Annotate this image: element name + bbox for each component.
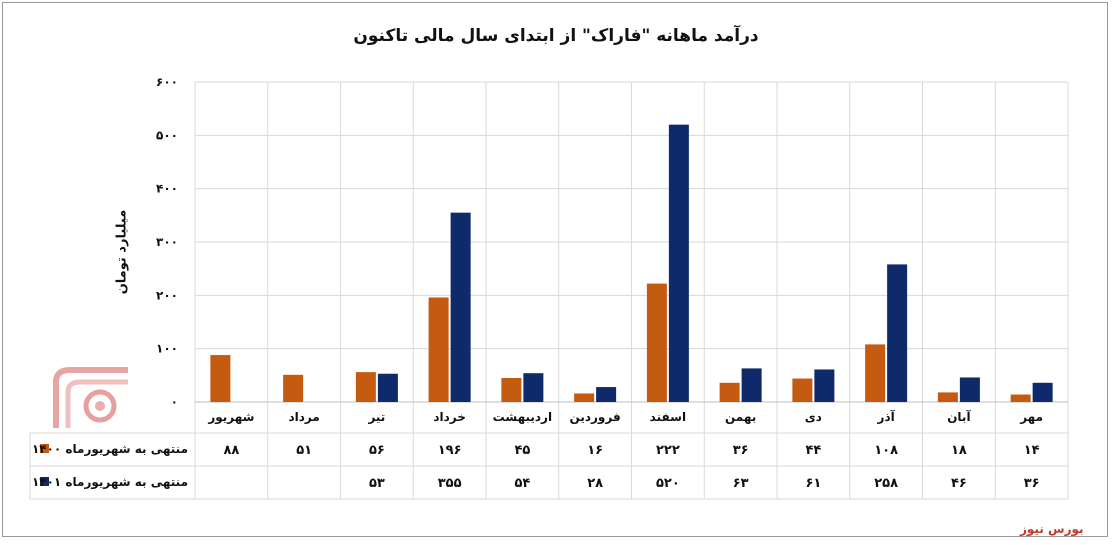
bar-1-7 bbox=[646, 283, 667, 402]
x-tick-label: خرداد bbox=[433, 410, 466, 424]
table-value: ۱۴ bbox=[1024, 443, 1040, 458]
x-tick-label: مرداد bbox=[288, 410, 319, 424]
source-label: بورس نیوز bbox=[1020, 522, 1084, 536]
table-value: ۲۲۲ bbox=[656, 443, 680, 458]
bar-1-5 bbox=[501, 378, 522, 402]
legend-swatch-1 bbox=[40, 444, 49, 453]
bar-2-3 bbox=[377, 373, 398, 402]
bar-2-8 bbox=[741, 368, 762, 402]
bar-2-10 bbox=[887, 264, 908, 402]
y-tick-label: ۰ bbox=[171, 395, 178, 409]
y-tick-label: ۱۰۰ bbox=[156, 342, 178, 356]
bar-2-6 bbox=[596, 387, 617, 402]
bar-1-4 bbox=[428, 297, 449, 402]
table-value: ۱۹۶ bbox=[438, 443, 462, 458]
x-tick-label: آبان bbox=[947, 409, 971, 424]
bar-1-11 bbox=[937, 392, 958, 402]
table-value: ۲۵۸ bbox=[874, 476, 898, 491]
x-tick-label: اسفند bbox=[650, 410, 686, 424]
bar-2-7 bbox=[668, 124, 689, 403]
y-tick-label: ۲۰۰ bbox=[156, 288, 178, 302]
table-value: ۴۵ bbox=[514, 443, 530, 458]
bar-2-9 bbox=[814, 369, 835, 402]
x-tick-label: اردیبهشت bbox=[493, 410, 552, 424]
table-value: ۳۵۵ bbox=[438, 476, 462, 491]
table-value: ۴۴ bbox=[805, 443, 821, 458]
bar-1-6 bbox=[574, 393, 595, 402]
x-tick-label: دی bbox=[805, 410, 822, 424]
bar-1-10 bbox=[865, 344, 886, 402]
chart-title: درآمد ماهانه "فاراک" از ابتدای سال مالی … bbox=[353, 26, 759, 46]
bar-2-5 bbox=[523, 373, 544, 402]
table-value: ۵۴ bbox=[514, 476, 530, 491]
bar-1-12 bbox=[1010, 394, 1031, 402]
bar-1-2 bbox=[283, 374, 304, 402]
table-value: ۵۳ bbox=[369, 476, 385, 491]
x-tick-label: آذر bbox=[877, 409, 896, 424]
chart-frame bbox=[2, 2, 1108, 537]
grid-layer bbox=[194, 81, 1069, 499]
table-value: ۶۱ bbox=[805, 476, 821, 491]
table-value: ۵۱ bbox=[296, 443, 312, 458]
legend-label-2: منتهی به شهریورماه ۱۴۰۱ bbox=[32, 475, 188, 490]
legend-swatch-2 bbox=[40, 477, 49, 486]
y-tick-label: ۶۰۰ bbox=[156, 75, 178, 89]
bar-2-4 bbox=[450, 212, 471, 402]
bar-1-8 bbox=[719, 382, 740, 402]
x-tick-label: فروردین bbox=[570, 410, 621, 425]
table-value: ۳۶ bbox=[733, 443, 749, 458]
table-value: ۵۲۰ bbox=[656, 476, 680, 491]
bar-1-9 bbox=[792, 378, 813, 402]
table-value: ۱۰۸ bbox=[874, 443, 898, 458]
x-tick-label: مهر bbox=[1019, 410, 1043, 424]
bar-2-11 bbox=[959, 377, 980, 402]
x-tick-label: شهریور bbox=[207, 410, 254, 425]
table-value: ۳۶ bbox=[1024, 476, 1040, 491]
legend-label-1: منتهی به شهریورماه ۱۴۰۰ bbox=[32, 442, 188, 457]
y-tick-label: ۳۰۰ bbox=[156, 235, 178, 249]
logo-graphic bbox=[53, 367, 128, 428]
x-tick-label: بهمن bbox=[725, 410, 756, 424]
bar-1-1 bbox=[210, 355, 231, 402]
y-tick-label: ۴۰۰ bbox=[156, 182, 178, 196]
bar-2-12 bbox=[1032, 382, 1053, 402]
table-value: ۴۶ bbox=[951, 476, 967, 491]
y-tick-label: ۵۰۰ bbox=[156, 128, 178, 142]
bar-1-3 bbox=[355, 372, 376, 402]
tick-layer: ۰ ۱۰۰ ۲۰۰ ۳۰۰ ۴۰۰ ۵۰۰ ۶۰۰ شهریور مرداد تیر خرداد ار… bbox=[156, 75, 1043, 425]
data-table: ۸۸ ۵۱ ۵۶ ۱۹۶ ۴۵ ۱۶ ۲۲۲ ۳۶ ۴۴ ۱۰۸ ۱۸ ۱۴ منتهی به شهری… bbox=[29, 432, 1068, 500]
table-value: ۶۳ bbox=[733, 476, 749, 491]
table-value: ۸۸ bbox=[223, 443, 239, 458]
x-tick-label: تیر bbox=[367, 410, 385, 424]
table-value: ۱۶ bbox=[587, 443, 603, 458]
table-value: ۵۶ bbox=[369, 443, 385, 458]
table-value: ۲۸ bbox=[587, 476, 603, 491]
bar-layer bbox=[210, 124, 1053, 403]
table-value: ۱۸ bbox=[951, 443, 967, 458]
